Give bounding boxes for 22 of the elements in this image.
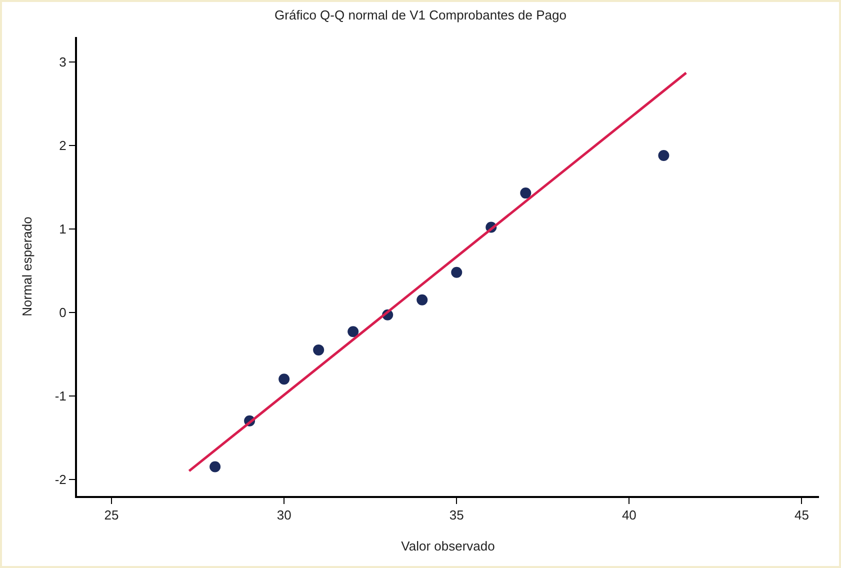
point — [278, 374, 290, 385]
y-tick-label: 2 — [59, 138, 66, 154]
x-tick-label: 30 — [276, 508, 292, 523]
x-axis-title: Valor observado — [401, 538, 495, 554]
point — [451, 266, 462, 278]
x-tick-label: 25 — [104, 508, 119, 523]
x-tick-label: 35 — [449, 508, 464, 523]
chart-title: Gráfico Q-Q normal de V1 Comprobantes de Pago — [274, 8, 566, 23]
point — [210, 461, 221, 472]
y-axis-title: Normal esperado — [19, 216, 34, 316]
point — [416, 294, 428, 306]
y-tick-label: 1 — [59, 222, 66, 236]
x-tick-label: 45 — [794, 508, 809, 523]
y-tick-label: 0 — [59, 304, 66, 320]
y-tick-label: 3 — [59, 54, 66, 70]
y-tick-label: -2 — [54, 472, 66, 487]
x-tick-label: 40 — [622, 508, 636, 523]
point — [520, 188, 532, 199]
point — [313, 344, 324, 356]
point — [658, 150, 670, 162]
y-tick-label: -1 — [54, 388, 66, 404]
point — [348, 326, 359, 338]
